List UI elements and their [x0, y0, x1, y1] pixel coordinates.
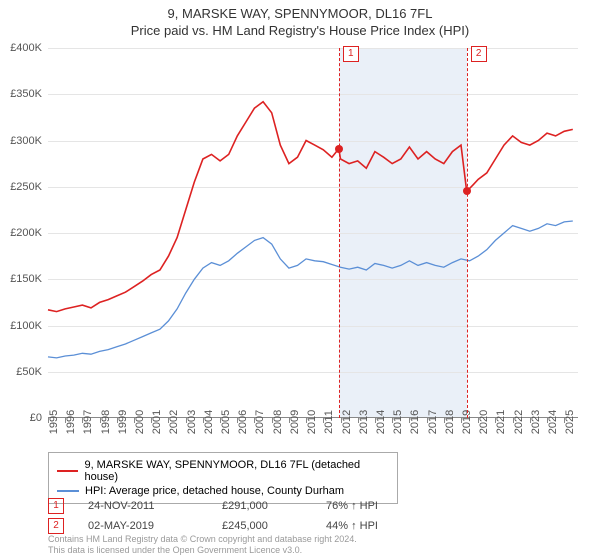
y-axis-label: £350K [10, 88, 42, 100]
legend-label: 9, MARSKE WAY, SPENNYMOOR, DL16 7FL (det… [84, 459, 389, 483]
series-hpi [48, 221, 573, 358]
record-row: 1 24-NOV-2011 £291,000 76% ↑ HPI [48, 498, 378, 514]
y-axis-label: £300K [10, 135, 42, 147]
x-axis-label: 2018 [444, 410, 456, 434]
x-axis-label: 2011 [323, 410, 335, 434]
footer-attribution: Contains HM Land Registry data © Crown c… [48, 534, 357, 556]
x-axis-label: 2012 [341, 410, 353, 434]
x-axis-label: 2023 [530, 410, 542, 434]
x-axis-label: 2014 [375, 410, 387, 434]
title-subtitle: Price paid vs. HM Land Registry's House … [0, 23, 600, 38]
record-price: £291,000 [222, 500, 302, 512]
y-axis-label: £250K [10, 181, 42, 193]
reference-badge: 2 [471, 46, 487, 62]
chart-lines [48, 48, 578, 418]
footer-line-2: This data is licensed under the Open Gov… [48, 545, 357, 556]
x-axis-label: 2008 [272, 410, 284, 434]
x-axis-label: 2006 [237, 410, 249, 434]
y-axis-label: £400K [10, 42, 42, 54]
x-axis-label: 2024 [547, 410, 559, 434]
x-axis-label: 2009 [289, 410, 301, 434]
title-address: 9, MARSKE WAY, SPENNYMOOR, DL16 7FL [0, 6, 600, 21]
record-badge: 1 [48, 498, 64, 514]
record-badge: 2 [48, 518, 64, 534]
y-axis-label: £150K [10, 273, 42, 285]
record-delta: 44% ↑ HPI [326, 520, 378, 532]
y-axis-label: £50K [16, 366, 42, 378]
x-axis-label: 2015 [392, 410, 404, 434]
record-row: 2 02-MAY-2019 £245,000 44% ↑ HPI [48, 518, 378, 534]
reference-badge: 1 [343, 46, 359, 62]
x-axis-label: 1995 [48, 410, 60, 434]
reference-line [339, 48, 340, 418]
chart-plot-area: £0£50K£100K£150K£200K£250K£300K£350K£400… [48, 48, 578, 418]
chart-container: 9, MARSKE WAY, SPENNYMOOR, DL16 7FL Pric… [0, 0, 600, 560]
legend-swatch [57, 470, 78, 472]
x-axis-label: 2025 [564, 410, 576, 434]
sale-marker [463, 187, 471, 195]
x-axis-label: 1996 [65, 410, 77, 434]
x-axis-label: 2000 [134, 410, 146, 434]
reference-line [467, 48, 468, 418]
sale-records: 1 24-NOV-2011 £291,000 76% ↑ HPI 2 02-MAY-201… [48, 494, 378, 538]
legend-row: 9, MARSKE WAY, SPENNYMOOR, DL16 7FL (det… [57, 459, 389, 483]
record-date: 02-MAY-2019 [88, 520, 198, 532]
x-axis-label: 2002 [168, 410, 180, 434]
x-axis-label: 2004 [203, 410, 215, 434]
y-axis-label: £100K [10, 320, 42, 332]
x-axis-label: 2007 [254, 410, 266, 434]
x-axis-label: 2005 [220, 410, 232, 434]
x-axis-label: 2017 [427, 410, 439, 434]
x-axis-label: 2003 [186, 410, 198, 434]
x-axis-label: 2001 [151, 410, 163, 434]
y-axis-label: £200K [10, 227, 42, 239]
x-axis-label: 2013 [358, 410, 370, 434]
x-axis-label: 1999 [117, 410, 129, 434]
sale-marker [335, 145, 343, 153]
titles: 9, MARSKE WAY, SPENNYMOOR, DL16 7FL Pric… [0, 0, 600, 38]
x-axis-label: 2016 [409, 410, 421, 434]
x-axis-label: 2010 [306, 410, 318, 434]
x-axis-label: 2021 [495, 410, 507, 434]
record-price: £245,000 [222, 520, 302, 532]
y-axis-label: £0 [30, 412, 42, 424]
x-axis-label: 1997 [82, 410, 94, 434]
footer-line-1: Contains HM Land Registry data © Crown c… [48, 534, 357, 545]
record-date: 24-NOV-2011 [88, 500, 198, 512]
legend-swatch [57, 490, 79, 492]
x-axis-label: 1998 [100, 410, 112, 434]
record-delta: 76% ↑ HPI [326, 500, 378, 512]
x-axis-label: 2020 [478, 410, 490, 434]
series-price_paid [48, 102, 573, 312]
x-axis-label: 2022 [513, 410, 525, 434]
